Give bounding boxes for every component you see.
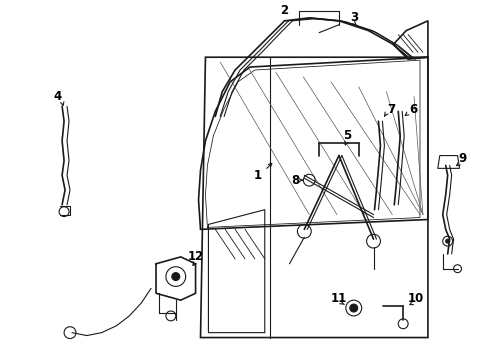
Text: 9: 9 [458,152,466,165]
Circle shape [446,239,450,243]
Text: 3: 3 [350,12,358,24]
Circle shape [350,304,358,312]
Text: 11: 11 [331,292,347,305]
Text: 1: 1 [254,169,262,182]
Text: 12: 12 [188,251,204,264]
Text: 5: 5 [343,129,351,143]
Text: 2: 2 [280,4,289,18]
Text: 6: 6 [409,103,417,116]
Text: 7: 7 [387,103,395,116]
Circle shape [172,273,180,280]
Text: 10: 10 [408,292,424,305]
Text: 8: 8 [291,174,299,187]
Text: 4: 4 [53,90,61,103]
